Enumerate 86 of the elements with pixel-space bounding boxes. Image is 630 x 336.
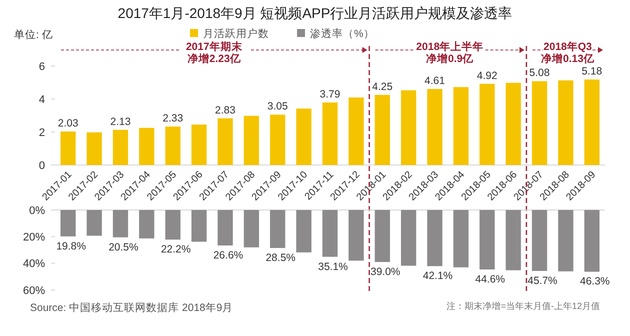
bar	[584, 210, 600, 272]
data-label: 44.6%	[475, 273, 506, 286]
data-label: 2.13	[110, 116, 131, 128]
bar	[322, 102, 338, 165]
bar	[480, 84, 495, 165]
bar	[506, 82, 521, 165]
bar	[506, 210, 521, 270]
bar	[558, 210, 574, 272]
bar	[191, 124, 207, 165]
bar	[558, 80, 574, 165]
data-label: 35.1%	[318, 260, 348, 273]
data-label: 46.3%	[580, 276, 610, 288]
bar	[427, 210, 442, 266]
legend-label: 月活跃用户数	[203, 27, 269, 40]
bar	[244, 116, 260, 165]
bar	[112, 130, 128, 165]
bar	[60, 132, 76, 165]
y-axis-title: 单位: 亿	[14, 28, 53, 41]
data-label: 22.2%	[160, 244, 191, 256]
chart-title: 2017年1月-2018年9月 短视频APP行业月活跃用户规模及渗透率	[118, 5, 512, 21]
bar	[374, 94, 390, 165]
bar	[191, 210, 207, 242]
data-label: 4.25	[372, 80, 393, 93]
bar	[139, 210, 154, 238]
bar	[348, 210, 364, 261]
data-label: 19.8%	[56, 240, 86, 252]
text: 净增2.23亿	[187, 52, 242, 65]
bar	[112, 210, 128, 238]
data-label: 20.5%	[108, 241, 138, 254]
data-label: 42.1%	[422, 270, 453, 282]
data-label: 3.05	[267, 100, 288, 113]
bar	[348, 98, 364, 165]
data-label: 26.6%	[213, 249, 244, 262]
data-label: 3.79	[320, 88, 340, 100]
bar	[480, 210, 495, 270]
data-label: 2.83	[215, 104, 236, 116]
data-label: 45.7%	[528, 274, 558, 287]
y-tick-label: 6	[38, 60, 45, 73]
bar	[427, 88, 442, 165]
bar	[400, 90, 416, 165]
y-tick-label: 2	[38, 126, 45, 139]
data-label: 5.08	[529, 67, 550, 80]
bar	[296, 210, 312, 252]
bar	[532, 210, 548, 271]
data-label: 39.0%	[370, 266, 400, 278]
y-tick-label: 0	[38, 160, 45, 172]
data-label: 4.61	[424, 74, 446, 87]
bar	[374, 210, 390, 262]
bar	[86, 132, 102, 165]
bar	[218, 210, 233, 246]
text: 2017年期末	[186, 40, 244, 53]
bar	[244, 210, 260, 248]
data-label: 2.03	[58, 118, 78, 130]
bar	[453, 87, 469, 165]
y-tick-label: 60%	[22, 284, 46, 297]
text: 净增0.13亿	[540, 52, 596, 65]
legend: 渗透率（%）	[297, 28, 374, 40]
bar	[400, 210, 416, 266]
bar	[165, 210, 180, 240]
legend-label: 渗透率（%）	[310, 27, 374, 40]
bar	[218, 118, 233, 165]
bar	[270, 114, 286, 165]
data-label: 5.18	[582, 66, 602, 78]
bar	[270, 210, 286, 248]
y-tick-label: 20%	[22, 231, 46, 244]
y-tick-label: 40%	[22, 258, 46, 270]
text: 2018年Q3	[544, 40, 592, 53]
bar	[322, 210, 338, 257]
bar	[296, 108, 312, 165]
bar	[139, 128, 154, 165]
data-label: 28.5%	[266, 252, 296, 264]
bar	[165, 126, 180, 165]
legend: 月活跃用户数	[190, 28, 269, 40]
source-note: Source: 中国移动互联网数据库 2018年9月	[30, 301, 234, 314]
y-tick-label: 4	[38, 94, 45, 106]
bar	[86, 210, 102, 236]
bar	[532, 81, 548, 165]
bar	[453, 210, 469, 268]
text: 净增0.9亿	[426, 52, 475, 65]
text: 2018年上半年	[416, 40, 484, 53]
data-label: 4.92	[476, 70, 498, 82]
bar	[60, 210, 76, 236]
bar	[584, 80, 600, 165]
y-tick-label: 0%	[29, 204, 46, 217]
data-label: 2.33	[162, 112, 184, 125]
text: 注：期末净增=当年末月值-上年12月值	[446, 301, 600, 311]
